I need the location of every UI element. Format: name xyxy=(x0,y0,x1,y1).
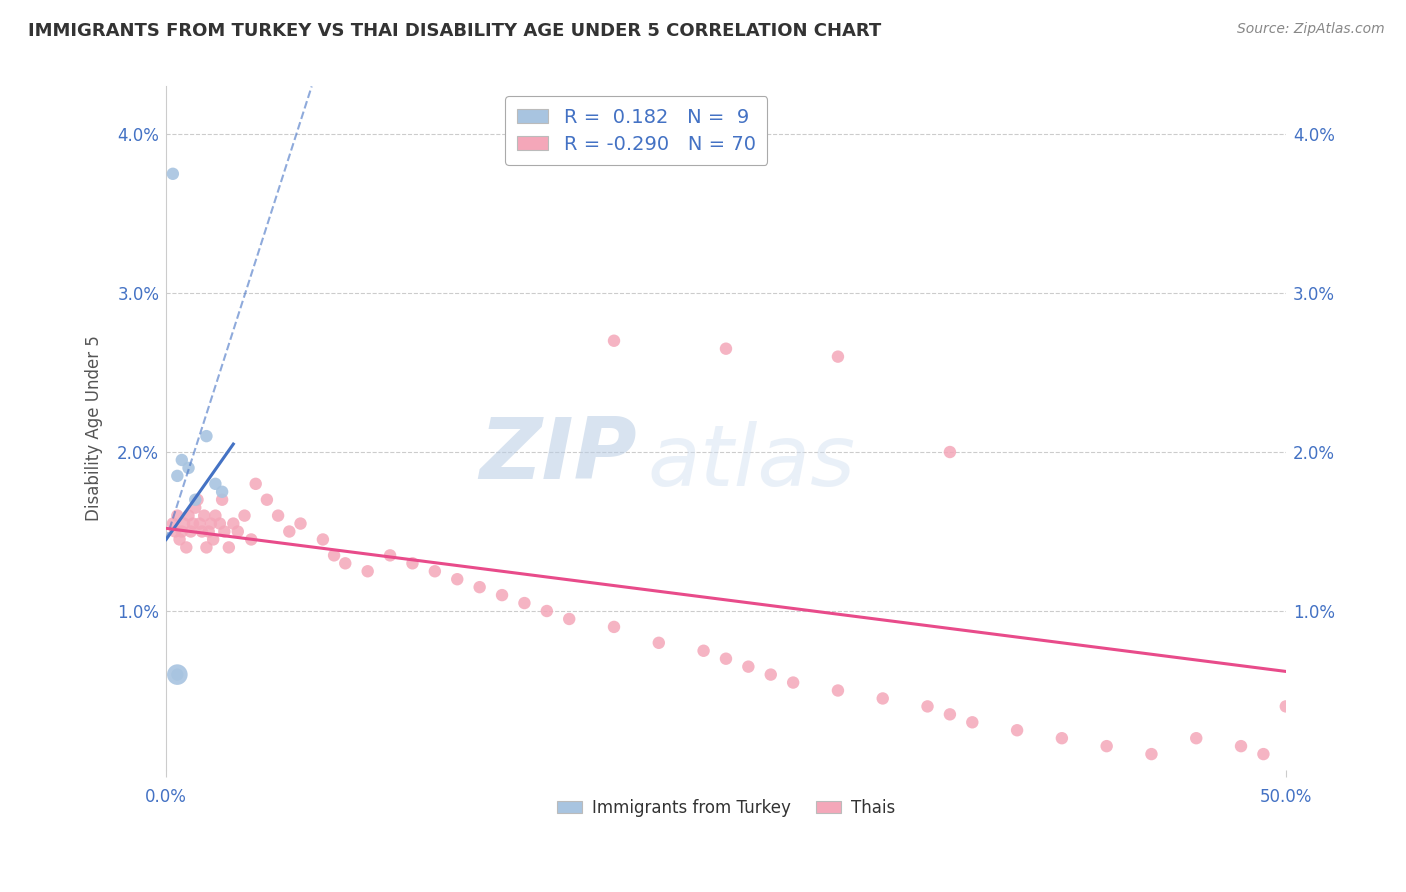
Point xyxy=(186,492,208,507)
Point xyxy=(558,612,581,626)
Point xyxy=(962,715,984,730)
Point xyxy=(759,667,782,681)
Point xyxy=(692,644,714,658)
Point xyxy=(737,659,759,673)
Point xyxy=(204,508,226,523)
Text: atlas: atlas xyxy=(648,421,856,504)
Point xyxy=(357,564,380,578)
Point xyxy=(170,524,193,539)
Point xyxy=(290,516,312,531)
Point xyxy=(423,564,446,578)
Point xyxy=(222,516,245,531)
Point xyxy=(184,492,207,507)
Point xyxy=(267,508,290,523)
Point xyxy=(1230,739,1253,753)
Point xyxy=(195,541,218,555)
Point xyxy=(184,500,207,515)
Point xyxy=(166,508,188,523)
Point xyxy=(208,516,231,531)
Point xyxy=(162,516,184,531)
Point xyxy=(468,580,491,594)
Y-axis label: Disability Age Under 5: Disability Age Under 5 xyxy=(86,335,103,521)
Point xyxy=(278,524,301,539)
Point xyxy=(233,508,256,523)
Point xyxy=(872,691,894,706)
Point xyxy=(312,533,335,547)
Point xyxy=(245,476,267,491)
Point xyxy=(193,508,215,523)
Text: ZIP: ZIP xyxy=(479,414,637,497)
Point xyxy=(202,533,225,547)
Point xyxy=(1185,731,1208,746)
Point xyxy=(256,492,278,507)
Point xyxy=(603,334,626,348)
Point xyxy=(165,524,187,539)
Point xyxy=(1095,739,1118,753)
Point xyxy=(181,516,204,531)
Text: Source: ZipAtlas.com: Source: ZipAtlas.com xyxy=(1237,22,1385,37)
Point xyxy=(1005,723,1028,738)
Point xyxy=(177,461,200,475)
Point xyxy=(173,516,195,531)
Point xyxy=(218,541,240,555)
Point xyxy=(378,549,401,563)
Point xyxy=(180,524,202,539)
Point xyxy=(214,524,236,539)
Point xyxy=(323,549,346,563)
Point xyxy=(446,572,468,586)
Point xyxy=(939,445,962,459)
Point xyxy=(335,557,357,571)
Point xyxy=(204,476,226,491)
Point xyxy=(1140,747,1163,761)
Point xyxy=(162,167,184,181)
Point xyxy=(197,524,219,539)
Point xyxy=(827,350,849,364)
Point xyxy=(917,699,939,714)
Point xyxy=(170,453,193,467)
Point xyxy=(401,557,423,571)
Point xyxy=(827,683,849,698)
Point xyxy=(195,429,218,443)
Point xyxy=(240,533,263,547)
Point xyxy=(174,541,197,555)
Point xyxy=(169,533,191,547)
Text: IMMIGRANTS FROM TURKEY VS THAI DISABILITY AGE UNDER 5 CORRELATION CHART: IMMIGRANTS FROM TURKEY VS THAI DISABILIT… xyxy=(28,22,882,40)
Point xyxy=(211,484,233,499)
Point xyxy=(939,707,962,722)
Point xyxy=(536,604,558,618)
Point xyxy=(491,588,513,602)
Point xyxy=(200,516,222,531)
Point xyxy=(714,342,737,356)
Point xyxy=(714,651,737,665)
Point xyxy=(211,492,233,507)
Point xyxy=(191,524,214,539)
Point xyxy=(513,596,536,610)
Legend: Immigrants from Turkey, Thais: Immigrants from Turkey, Thais xyxy=(550,792,901,823)
Point xyxy=(166,667,188,681)
Point xyxy=(1275,699,1298,714)
Point xyxy=(782,675,804,690)
Point xyxy=(1253,747,1275,761)
Point xyxy=(188,516,211,531)
Point xyxy=(603,620,626,634)
Point xyxy=(226,524,249,539)
Point xyxy=(177,508,200,523)
Point xyxy=(648,636,671,650)
Point xyxy=(166,468,188,483)
Point xyxy=(166,667,188,681)
Point xyxy=(1050,731,1073,746)
